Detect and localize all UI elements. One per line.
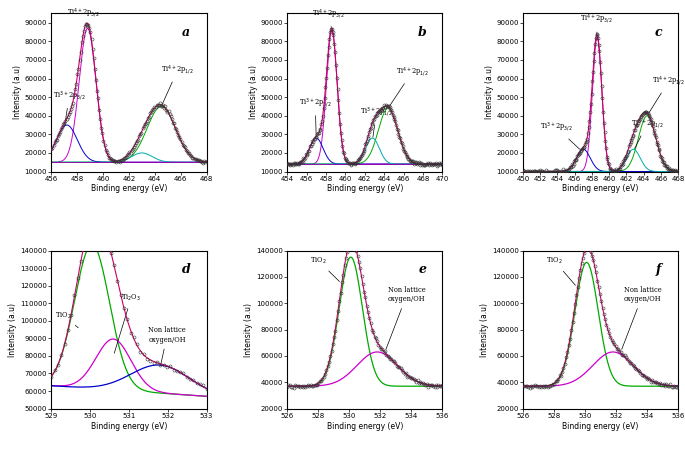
Text: Ti$_2$O$_3$: Ti$_2$O$_3$ [114,293,141,353]
Text: Non lattice
oxygen/OH: Non lattice oxygen/OH [149,326,186,365]
Text: TiO$_2$: TiO$_2$ [55,311,78,328]
Text: Ti$^{3+}$2p$_{3/2}$: Ti$^{3+}$2p$_{3/2}$ [299,97,332,137]
Text: e: e [418,263,426,276]
Text: d: d [182,263,190,276]
Text: Ti$^{3+}$2p$_{3/2}$: Ti$^{3+}$2p$_{3/2}$ [53,89,86,126]
Text: TiO$_2$: TiO$_2$ [546,256,575,285]
Text: TiO$_2$: TiO$_2$ [310,256,340,282]
Text: f: f [656,263,660,276]
Text: Ti$^{4+}$2p$_{1/2}$: Ti$^{4+}$2p$_{1/2}$ [161,63,194,104]
Y-axis label: Intensity (a.u): Intensity (a.u) [480,303,489,357]
Text: b: b [418,26,427,39]
X-axis label: Binding energy (eV): Binding energy (eV) [90,422,167,431]
Y-axis label: Intensity (a.u): Intensity (a.u) [249,66,258,119]
Text: Non lattice
oxygen/OH: Non lattice oxygen/OH [622,286,662,349]
X-axis label: Binding energy (eV): Binding energy (eV) [90,185,167,194]
Text: Ti$^{4+}$2p$_{3/2}$: Ti$^{4+}$2p$_{3/2}$ [580,13,612,35]
Text: Ti$^{4+}$2p$_{1/2}$: Ti$^{4+}$2p$_{1/2}$ [649,75,685,114]
Text: Ti$^{4+}$2p$_{3/2}$: Ti$^{4+}$2p$_{3/2}$ [67,7,100,26]
Y-axis label: Intensity (a.u): Intensity (a.u) [245,303,253,357]
Text: a: a [182,26,190,39]
Text: c: c [654,26,662,39]
Text: Ti$^{4+}$2p$_{1/2}$: Ti$^{4+}$2p$_{1/2}$ [390,65,429,106]
Text: Ti$^{3+}$2p$_{3/2}$: Ti$^{3+}$2p$_{3/2}$ [540,121,580,149]
Text: Non lattice
oxygen/OH: Non lattice oxygen/OH [386,286,426,349]
Text: Ti$^{3+}$2p$_{1/2}$: Ti$^{3+}$2p$_{1/2}$ [360,106,393,137]
X-axis label: Binding energy (eV): Binding energy (eV) [327,185,403,194]
Text: Ti$^{3+}$2p$_{1/2}$: Ti$^{3+}$2p$_{1/2}$ [631,117,664,149]
Y-axis label: Intensity (a.u): Intensity (a.u) [8,303,17,357]
Text: Ti$^{4+}$2p$_{3/2}$: Ti$^{4+}$2p$_{3/2}$ [312,8,345,27]
Y-axis label: Intensity (a.u): Intensity (a.u) [13,66,22,119]
X-axis label: Binding energy (eV): Binding energy (eV) [562,185,639,194]
X-axis label: Binding energy (eV): Binding energy (eV) [327,422,403,431]
Y-axis label: Intensity (a.u): Intensity (a.u) [484,66,494,119]
X-axis label: Binding energy (eV): Binding energy (eV) [562,422,639,431]
